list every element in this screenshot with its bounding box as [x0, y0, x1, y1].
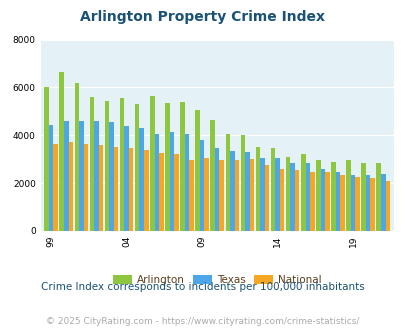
Bar [290, 163, 294, 231]
Bar [94, 121, 98, 231]
Bar [330, 162, 335, 231]
Bar [380, 174, 385, 231]
Bar [134, 104, 139, 231]
Bar [204, 158, 209, 231]
Bar [345, 160, 350, 231]
Bar [119, 98, 124, 231]
Bar [98, 145, 103, 231]
Bar [369, 178, 374, 231]
Bar [255, 147, 260, 231]
Bar [189, 160, 193, 231]
Bar [320, 169, 324, 231]
Bar [174, 154, 178, 231]
Bar [139, 128, 144, 231]
Bar [53, 144, 58, 231]
Bar [199, 140, 204, 231]
Bar [385, 181, 389, 231]
Legend: Arlington, Texas, National: Arlington, Texas, National [109, 271, 325, 289]
Bar [249, 159, 254, 231]
Bar [83, 144, 88, 231]
Bar [285, 157, 290, 231]
Bar [90, 97, 94, 231]
Bar [270, 148, 275, 231]
Bar [339, 175, 344, 231]
Bar [44, 87, 49, 231]
Bar [305, 163, 309, 231]
Bar [75, 83, 79, 231]
Bar [240, 135, 245, 231]
Bar [245, 152, 249, 231]
Bar [129, 148, 133, 231]
Bar [64, 121, 68, 231]
Bar [113, 147, 118, 231]
Bar [150, 96, 154, 231]
Bar [315, 160, 320, 231]
Bar [165, 103, 169, 231]
Bar [68, 143, 73, 231]
Bar [260, 158, 264, 231]
Text: Crime Index corresponds to incidents per 100,000 inhabitants: Crime Index corresponds to incidents per… [41, 282, 364, 292]
Bar [354, 177, 359, 231]
Bar [219, 160, 224, 231]
Bar [169, 132, 174, 231]
Bar [154, 134, 159, 231]
Bar [195, 110, 199, 231]
Bar [210, 120, 214, 231]
Bar [180, 102, 184, 231]
Bar [109, 122, 113, 231]
Bar [144, 150, 148, 231]
Bar [294, 170, 299, 231]
Bar [365, 175, 369, 231]
Bar [300, 154, 305, 231]
Bar [309, 172, 314, 231]
Bar [360, 163, 365, 231]
Bar [375, 163, 380, 231]
Bar [264, 165, 269, 231]
Bar [104, 101, 109, 231]
Bar [234, 160, 239, 231]
Text: © 2025 CityRating.com - https://www.cityrating.com/crime-statistics/: © 2025 CityRating.com - https://www.city… [46, 317, 359, 326]
Bar [184, 134, 189, 231]
Bar [59, 72, 64, 231]
Bar [279, 169, 283, 231]
Bar [124, 126, 129, 231]
Text: Arlington Property Crime Index: Arlington Property Crime Index [80, 10, 325, 24]
Bar [214, 148, 219, 231]
Bar [335, 172, 339, 231]
Bar [79, 121, 83, 231]
Bar [159, 153, 163, 231]
Bar [230, 151, 234, 231]
Bar [49, 124, 53, 231]
Bar [324, 172, 329, 231]
Bar [275, 158, 279, 231]
Bar [225, 134, 230, 231]
Bar [350, 175, 354, 231]
